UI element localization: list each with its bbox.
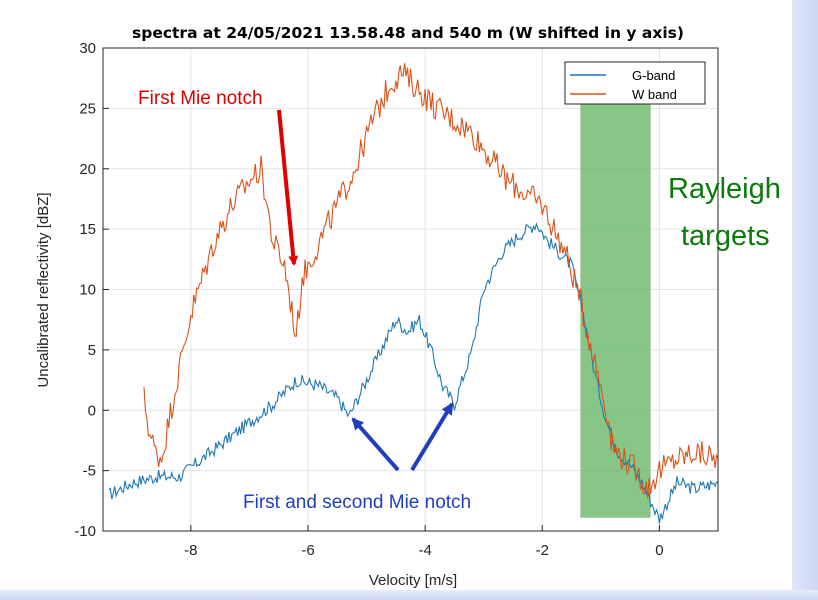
legend-box [564,61,706,105]
y-tick-label: 25 [79,100,96,117]
x-tick-label: 0 [655,542,663,559]
spectra-chart: spectra at 24/05/2021 13.58.48 and 540 m… [35,24,781,589]
series-line-w-band [143,63,719,499]
slide-bottom-band [0,590,818,600]
x-tick-label: -2 [536,542,549,559]
legend-label-w-band: W band [632,87,677,102]
legend: G-band W band [564,61,706,105]
annotation-first-mie-notch: First Mie notch [138,88,263,109]
legend-label-g-band: G-band [632,68,675,83]
arrow-second-mie-notch-g [410,402,454,472]
annotation-rayleigh: Rayleigh [668,173,781,205]
y-tick-label: -10 [74,523,96,540]
y-axis-label: Uncalibrated reflectivity [dBZ] [35,192,52,387]
slide-side-band [792,0,818,600]
arrow-first-mie-notch-g [351,417,400,472]
x-tick-label: -6 [301,542,314,559]
y-tick-label: 5 [88,342,96,359]
y-tick-label: 10 [79,282,96,299]
y-tick-label: 30 [79,40,96,57]
arrow-first-mie-notch [277,109,299,266]
annotation-targets: targets [681,220,770,252]
y-tick-label: -5 [83,463,96,480]
ticks-layer: -8 -6 -4 -2 0 -10 -5 0 5 10 15 20 25 30 [74,40,663,559]
y-tick-label: 0 [88,402,96,419]
chart-title: spectra at 24/05/2021 13.58.48 and 540 m… [132,24,684,42]
annotation-first-second-mie-notch: First and second Mie notch [243,492,471,513]
y-tick-label: 15 [79,221,96,238]
series-layer [108,63,719,524]
y-tick-label: 20 [79,161,96,178]
x-tick-label: -4 [418,542,431,559]
x-tick-label: -8 [184,542,197,559]
x-axis-label: Velocity [m/s] [369,572,457,589]
